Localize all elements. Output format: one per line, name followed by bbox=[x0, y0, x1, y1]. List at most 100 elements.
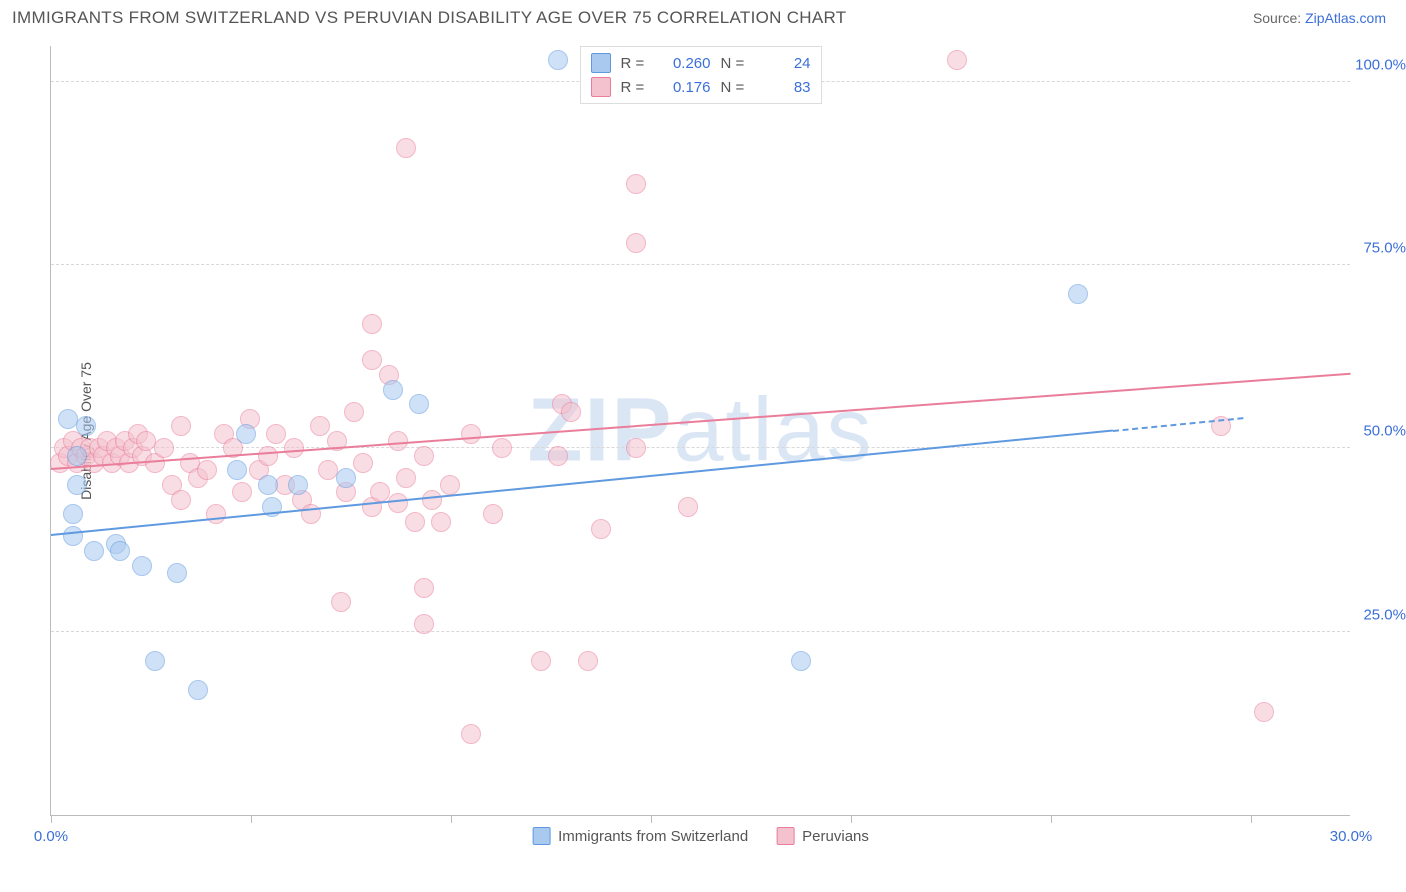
scatter-point bbox=[388, 493, 408, 513]
y-tick-label: 25.0% bbox=[1363, 606, 1406, 623]
scatter-point bbox=[236, 424, 256, 444]
legend-series-label: Peruvians bbox=[802, 828, 869, 845]
scatter-point bbox=[227, 460, 247, 480]
legend-swatch bbox=[591, 53, 611, 73]
legend-r-label: R = bbox=[621, 79, 647, 96]
x-tick bbox=[451, 815, 452, 823]
scatter-point bbox=[167, 563, 187, 583]
scatter-point bbox=[154, 438, 174, 458]
scatter-point bbox=[331, 592, 351, 612]
scatter-point bbox=[362, 350, 382, 370]
legend-n-label: N = bbox=[721, 55, 747, 72]
scatter-point bbox=[492, 438, 512, 458]
legend-series-label: Immigrants from Switzerland bbox=[558, 828, 748, 845]
gridline bbox=[51, 631, 1350, 632]
legend-n-label: N = bbox=[721, 79, 747, 96]
scatter-point bbox=[383, 380, 403, 400]
y-tick-label: 100.0% bbox=[1355, 56, 1406, 73]
scatter-point bbox=[405, 512, 425, 532]
scatter-point bbox=[353, 453, 373, 473]
y-tick-label: 50.0% bbox=[1363, 423, 1406, 440]
scatter-point bbox=[548, 50, 568, 70]
legend-series-item: Peruvians bbox=[776, 827, 869, 845]
scatter-point bbox=[626, 233, 646, 253]
scatter-point bbox=[132, 556, 152, 576]
scatter-point bbox=[63, 504, 83, 524]
scatter-point bbox=[626, 438, 646, 458]
scatter-point bbox=[288, 475, 308, 495]
gridline bbox=[51, 447, 1350, 448]
scatter-point bbox=[1254, 702, 1274, 722]
scatter-point bbox=[1068, 284, 1088, 304]
x-tick bbox=[251, 815, 252, 823]
legend-stats-row: R =0.260N =24 bbox=[591, 51, 811, 75]
scatter-point bbox=[578, 651, 598, 671]
scatter-point bbox=[791, 651, 811, 671]
scatter-point bbox=[171, 416, 191, 436]
scatter-point bbox=[561, 402, 581, 422]
correlation-scatter-chart: Disability Age Over 75 ZIPatlas 25.0%50.… bbox=[50, 46, 1350, 816]
legend-r-value: 0.260 bbox=[657, 55, 711, 72]
scatter-point bbox=[310, 416, 330, 436]
legend-swatch bbox=[776, 827, 794, 845]
legend-swatch bbox=[591, 77, 611, 97]
scatter-point bbox=[396, 138, 416, 158]
scatter-point bbox=[197, 460, 217, 480]
x-tick bbox=[1051, 815, 1052, 823]
scatter-point bbox=[67, 475, 87, 495]
scatter-point bbox=[362, 314, 382, 334]
scatter-point bbox=[336, 468, 356, 488]
scatter-point bbox=[947, 50, 967, 70]
x-tick bbox=[1251, 815, 1252, 823]
scatter-point bbox=[461, 724, 481, 744]
scatter-point bbox=[84, 541, 104, 561]
scatter-point bbox=[483, 504, 503, 524]
scatter-point bbox=[422, 490, 442, 510]
scatter-point bbox=[110, 541, 130, 561]
chart-title: IMMIGRANTS FROM SWITZERLAND VS PERUVIAN … bbox=[12, 8, 846, 28]
scatter-point bbox=[548, 446, 568, 466]
x-tick-label: 30.0% bbox=[1330, 828, 1373, 845]
scatter-point bbox=[414, 614, 434, 634]
scatter-point bbox=[63, 526, 83, 546]
legend-stats-row: R =0.176N =83 bbox=[591, 75, 811, 99]
scatter-point bbox=[678, 497, 698, 517]
scatter-point bbox=[414, 578, 434, 598]
header: IMMIGRANTS FROM SWITZERLAND VS PERUVIAN … bbox=[0, 0, 1406, 32]
legend-series-item: Immigrants from Switzerland bbox=[532, 827, 748, 845]
source-link[interactable]: ZipAtlas.com bbox=[1305, 10, 1386, 26]
scatter-point bbox=[266, 424, 286, 444]
x-tick bbox=[51, 815, 52, 823]
scatter-point bbox=[258, 446, 278, 466]
legend-stats: R =0.260N =24R =0.176N =83 bbox=[580, 46, 822, 104]
scatter-point bbox=[431, 512, 451, 532]
scatter-point bbox=[145, 651, 165, 671]
scatter-point bbox=[232, 482, 252, 502]
scatter-point bbox=[344, 402, 364, 422]
watermark-atlas: atlas bbox=[673, 380, 873, 480]
legend-series: Immigrants from Switzerland Peruvians bbox=[532, 827, 869, 845]
scatter-point bbox=[284, 438, 304, 458]
scatter-point bbox=[440, 475, 460, 495]
scatter-point bbox=[206, 504, 226, 524]
scatter-point bbox=[591, 519, 611, 539]
source-attribution: Source: ZipAtlas.com bbox=[1253, 10, 1386, 26]
x-tick-label: 0.0% bbox=[34, 828, 68, 845]
scatter-point bbox=[461, 424, 481, 444]
scatter-point bbox=[396, 468, 416, 488]
scatter-point bbox=[67, 446, 87, 466]
legend-swatch bbox=[532, 827, 550, 845]
scatter-point bbox=[409, 394, 429, 414]
scatter-point bbox=[188, 680, 208, 700]
legend-n-value: 83 bbox=[757, 79, 811, 96]
scatter-point bbox=[76, 416, 96, 436]
y-tick-label: 75.0% bbox=[1363, 240, 1406, 257]
scatter-point bbox=[414, 446, 434, 466]
gridline bbox=[51, 264, 1350, 265]
scatter-point bbox=[626, 174, 646, 194]
x-tick bbox=[651, 815, 652, 823]
watermark-zip: ZIP bbox=[527, 380, 673, 480]
source-prefix: Source: bbox=[1253, 10, 1305, 26]
legend-r-label: R = bbox=[621, 55, 647, 72]
scatter-point bbox=[171, 490, 191, 510]
